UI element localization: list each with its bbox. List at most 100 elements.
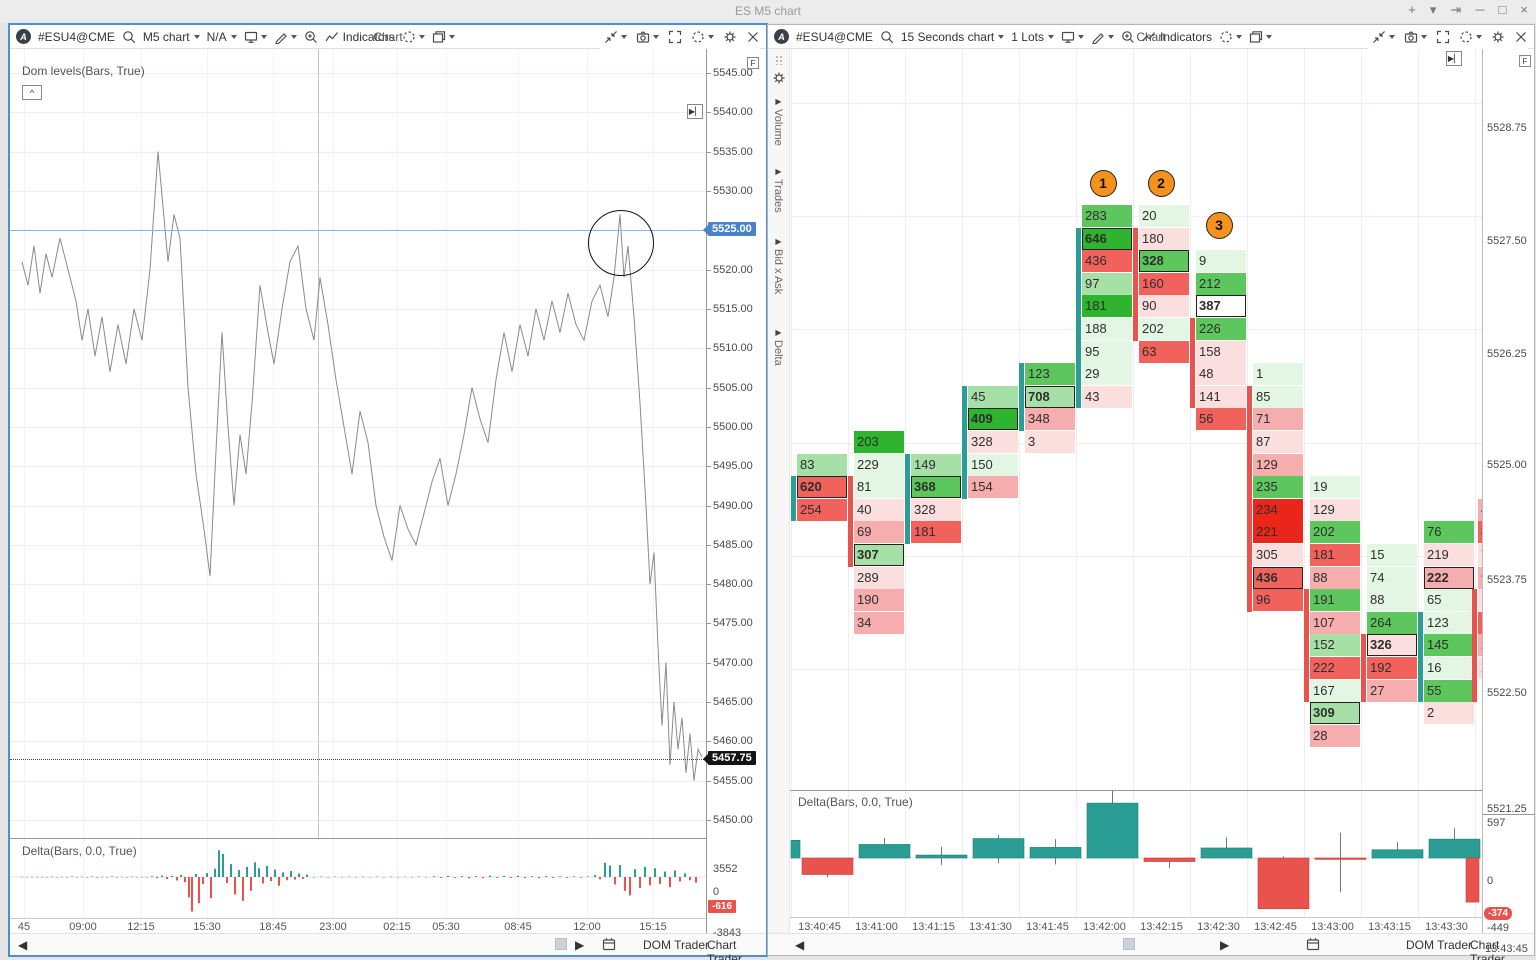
candle-up-strip bbox=[1418, 611, 1423, 703]
footprint-chart[interactable]: 83 620 254 203 229 81 40 69 307 289 190 34 149 368 328… bbox=[790, 49, 1482, 790]
crosshair-style-icon[interactable] bbox=[1219, 30, 1243, 44]
expand-icon[interactable] bbox=[668, 30, 682, 44]
account-select[interactable]: N/A bbox=[207, 30, 237, 44]
monitor-icon[interactable] bbox=[244, 30, 267, 44]
indicators-button[interactable]: Indicators bbox=[1142, 30, 1212, 44]
chart-trader-tab[interactable]: Chart Trader bbox=[707, 938, 742, 960]
zoom-in-icon[interactable] bbox=[304, 30, 318, 44]
gridline-v bbox=[518, 839, 519, 918]
delta-bar bbox=[21, 876, 23, 878]
pencil-icon[interactable] bbox=[1091, 30, 1114, 44]
gear-icon[interactable] bbox=[723, 30, 737, 44]
price-tickmark bbox=[707, 741, 711, 743]
indicators-button[interactable]: Indicators bbox=[325, 30, 395, 44]
chart-trader-tab[interactable]: Chart Trader bbox=[1470, 938, 1505, 960]
price-tickmark bbox=[707, 702, 711, 703]
lots-select[interactable]: 1 Lots bbox=[1011, 30, 1054, 44]
layout-icon[interactable] bbox=[432, 30, 455, 44]
footprint-cell: 65 bbox=[1424, 589, 1474, 612]
collapse-window-icon[interactable] bbox=[1372, 30, 1395, 44]
style-circle-icon[interactable] bbox=[1459, 30, 1482, 44]
symbol-label[interactable]: #ESU4@CME bbox=[796, 29, 873, 44]
scrollbar-thumb[interactable] bbox=[555, 938, 567, 950]
window-control-icon[interactable]: ─ bbox=[1475, 2, 1485, 17]
delta-bar bbox=[461, 875, 463, 877]
symbol-label[interactable]: #ESU4@CME bbox=[38, 29, 115, 44]
calendar-icon[interactable] bbox=[602, 937, 616, 951]
sidebar-item-delta[interactable]: ▶ Delta bbox=[772, 328, 784, 366]
left-price-chart[interactable]: Dom levels(Bars, True) ^ ▶▏ bbox=[10, 49, 706, 838]
delta-bar bbox=[559, 876, 561, 877]
search-icon[interactable] bbox=[122, 30, 136, 44]
search-icon[interactable] bbox=[880, 30, 894, 44]
close-icon[interactable] bbox=[746, 30, 760, 44]
window-control-icon[interactable]: + bbox=[1408, 2, 1416, 17]
scroll-left-button[interactable]: ◀ bbox=[18, 938, 28, 952]
f-button[interactable]: F bbox=[747, 57, 759, 69]
gridline-h bbox=[10, 348, 706, 350]
delta-bar bbox=[274, 869, 276, 877]
footprint-cell: 409 bbox=[968, 408, 1018, 431]
camera-icon[interactable] bbox=[1404, 30, 1427, 44]
price-tickmark bbox=[707, 112, 711, 114]
style-circle-icon[interactable] bbox=[691, 30, 714, 44]
annotation-marker: 3 bbox=[1205, 211, 1233, 239]
calendar-icon[interactable] bbox=[1306, 937, 1320, 951]
delta-bar bbox=[566, 877, 568, 878]
footprint-cell: 181 bbox=[1310, 544, 1360, 566]
scroll-left-button[interactable]: ◀ bbox=[795, 938, 805, 952]
footprint-cell: 254 bbox=[797, 498, 847, 521]
sidebar-item-bid-x-ask[interactable]: ▶ Bid x Ask bbox=[772, 237, 784, 295]
gridline-v bbox=[848, 791, 849, 917]
dom-trader-tab[interactable]: DOM Trader bbox=[643, 938, 710, 952]
chevron-down-icon bbox=[290, 34, 297, 39]
delta-bar bbox=[218, 850, 220, 877]
price-tick: 5510.00 bbox=[713, 342, 753, 355]
delta-bar bbox=[282, 872, 284, 877]
left-time-axis[interactable]: 45 09:00 12:15 15:30 18:45 23:00 02:15 05:30 08:… bbox=[10, 918, 706, 933]
left-price-axis[interactable]: 5545.00 5540.00 5535.00 5530.00 5525.00 5520.… bbox=[703, 49, 766, 939]
drag-grip-icon[interactable] bbox=[775, 55, 783, 65]
right-time-axis[interactable]: 13:40:45 13:41:00 13:41:15 13:41:30 13:41:45… bbox=[790, 917, 1482, 933]
footprint-cell: 40 bbox=[854, 498, 904, 521]
timeframe-value: 15 Seconds chart bbox=[900, 29, 995, 44]
pencil-icon[interactable] bbox=[274, 30, 297, 44]
zoom-in-icon[interactable] bbox=[1121, 30, 1135, 44]
left-delta-panel[interactable]: Delta(Bars, 0.0, True) bbox=[10, 838, 706, 918]
window-control-icon[interactable]: × bbox=[1520, 2, 1528, 17]
chevron-down-icon bbox=[1389, 35, 1395, 39]
collapse-window-icon[interactable] bbox=[604, 30, 627, 44]
right-price-axis[interactable]: 5528.75 5527.50 5526.25 5525.00 5523.75 5522.… bbox=[1482, 49, 1535, 955]
go-to-latest-button[interactable]: ▶▏ bbox=[1446, 51, 1462, 66]
expand-icon[interactable] bbox=[1436, 30, 1450, 44]
gear-icon[interactable] bbox=[1491, 30, 1505, 44]
sidebar-item-trades[interactable]: ▶ Trades bbox=[772, 167, 784, 213]
gear-icon[interactable] bbox=[772, 71, 786, 85]
f-button[interactable]: F bbox=[1519, 55, 1531, 67]
scrollbar-thumb[interactable] bbox=[1123, 938, 1135, 950]
sidebar-item-volume[interactable]: ▶ Volume bbox=[772, 97, 784, 146]
gridline-v bbox=[848, 49, 849, 790]
timeframe-select[interactable]: 15 Seconds chart bbox=[900, 29, 1005, 44]
scroll-right-button[interactable]: ▶ bbox=[575, 938, 585, 952]
price-tick: 5522.50 bbox=[1487, 687, 1527, 699]
candle-up-strip bbox=[1019, 363, 1024, 431]
go-to-latest-button[interactable]: ▶▏ bbox=[687, 104, 703, 119]
monitor-icon[interactable] bbox=[1061, 30, 1084, 44]
window-control-icon[interactable]: ▾ bbox=[1429, 2, 1437, 17]
crosshair-style-icon[interactable] bbox=[402, 30, 425, 44]
chevron-down-icon bbox=[621, 35, 627, 39]
window-control-icon[interactable]: ⇥ bbox=[1450, 2, 1462, 17]
window-titlebar[interactable]: ES M5 chart + ▾ ⇥ ─ □ × bbox=[0, 0, 1536, 22]
chevron-down-icon bbox=[653, 35, 659, 39]
scroll-right-button[interactable]: ▶ bbox=[1220, 938, 1230, 952]
collapse-indicator-button[interactable]: ^ bbox=[22, 85, 42, 100]
dom-trader-tab[interactable]: DOM Trader bbox=[1406, 938, 1473, 952]
window-control-icon[interactable]: □ bbox=[1498, 2, 1507, 17]
close-icon[interactable] bbox=[1514, 30, 1528, 44]
layout-icon[interactable] bbox=[1249, 30, 1273, 44]
timeframe-select[interactable]: M5 chart bbox=[143, 30, 200, 44]
camera-icon[interactable] bbox=[636, 30, 659, 44]
right-delta-panel[interactable]: Delta(Bars, 0.0, True) bbox=[790, 790, 1482, 917]
delta-bar bbox=[475, 876, 477, 877]
